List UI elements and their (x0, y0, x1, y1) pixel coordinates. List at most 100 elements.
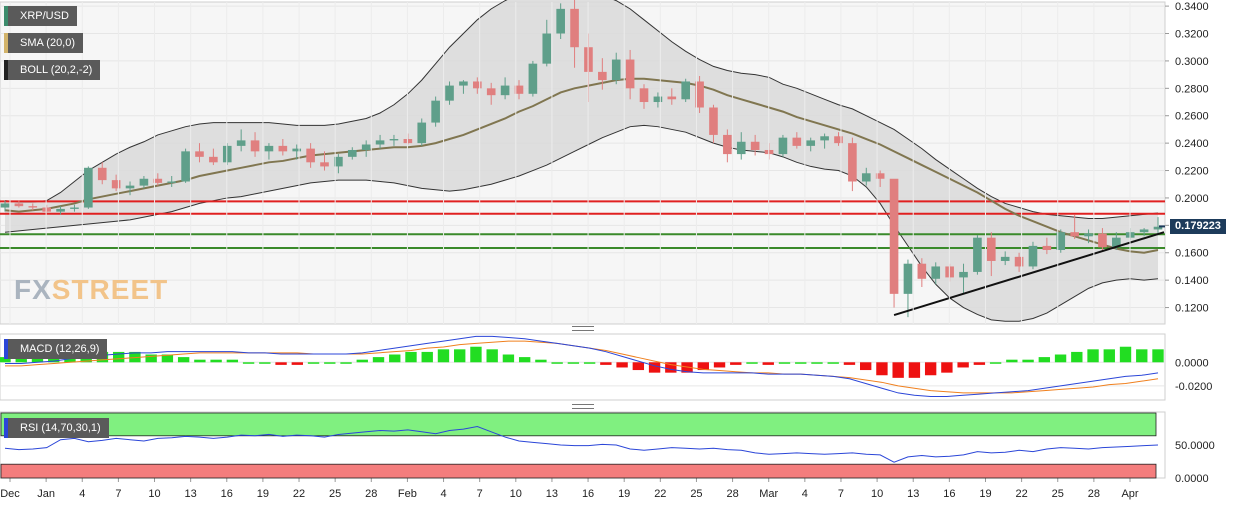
candle-body (42, 207, 51, 212)
macd-pane-resize-handle[interactable] (572, 326, 594, 331)
candle-body (570, 8, 579, 48)
x-tick-label: 28 (1088, 488, 1100, 500)
macd-label: MACD (12,26,9) (20, 343, 100, 355)
macd-histogram-bar (259, 362, 271, 364)
candle-body (334, 156, 343, 167)
candle-body (986, 237, 996, 261)
candle-body (667, 96, 677, 100)
candle-body (709, 107, 718, 135)
candle-body (195, 151, 204, 157)
candle-body (56, 208, 65, 212)
rsi-tag[interactable]: RSI (14,70,30,1) (4, 418, 109, 438)
candle-body (848, 143, 857, 182)
candle-body (1084, 233, 1093, 237)
candle-body (556, 8, 565, 34)
candle-body (389, 139, 399, 141)
candle-body (611, 59, 621, 81)
macd-histogram-bar (421, 351, 433, 363)
sma-tag[interactable]: SMA (20,0) (4, 33, 84, 53)
macd-histogram-bar (307, 362, 320, 364)
candle-body (528, 63, 538, 94)
watermark-street: STREET (51, 274, 169, 305)
candle-body (264, 145, 274, 152)
candle-body (834, 136, 843, 144)
candle-body (1042, 245, 1052, 251)
candle-body (820, 136, 829, 141)
candle-body (292, 148, 302, 152)
macd-histogram-bar (616, 362, 628, 368)
x-tick-label: 13 (546, 488, 558, 500)
macd-tag[interactable]: MACD (12,26,9) (4, 339, 108, 359)
candle-body (0, 203, 10, 208)
candle-body (167, 181, 177, 183)
x-tick-label: 13 (185, 488, 197, 500)
candle-body (500, 85, 510, 96)
macd-histogram-bar (226, 359, 239, 363)
rsi-pane-resize-handle[interactable] (572, 404, 594, 409)
candle-body (875, 173, 885, 179)
fxstreet-watermark: FXSTREET (14, 274, 168, 306)
price-tick-label: 0.3000 (1175, 56, 1209, 68)
x-tick-label: 16 (582, 488, 594, 500)
price-tick-label: 0.1400 (1175, 275, 1209, 287)
candle-body (139, 178, 149, 186)
boll-label: BOLL (20,2,-2) (20, 64, 93, 76)
macd-histogram-bar (795, 362, 807, 364)
candle-body (445, 85, 454, 101)
x-tick-label: Jan (37, 488, 55, 500)
x-tick-label: 22 (654, 488, 666, 500)
x-tick-label: 28 (365, 488, 377, 500)
macd-histogram-bar (778, 362, 791, 364)
macd-histogram-bar (648, 362, 661, 373)
candle-body (1000, 256, 1010, 261)
candle-body (736, 141, 746, 155)
candle-body (598, 71, 607, 81)
x-tick-label: Apr (1121, 488, 1138, 500)
candle-body (1139, 229, 1149, 233)
price-tick-label: 0.2200 (1175, 166, 1209, 178)
macd-histogram-bar (275, 362, 287, 365)
macd-histogram-bar (356, 359, 368, 363)
rsi-line (4, 426, 1159, 463)
boll-tag[interactable]: BOLL (20,2,-2) (4, 60, 101, 80)
candle-body (153, 178, 163, 183)
macd-histogram-bar (600, 362, 612, 365)
macd-histogram-bar (746, 362, 758, 364)
candle-body (320, 162, 329, 167)
macd-histogram-bar (730, 362, 742, 365)
candle-body (431, 100, 440, 123)
candle-body (70, 207, 79, 209)
macd-histogram-bar (1071, 351, 1083, 363)
macd-histogram-bar (1119, 346, 1132, 363)
rsi-label: RSI (14,70,30,1) (20, 422, 101, 434)
candle-body (306, 148, 315, 163)
x-tick-label: 25 (329, 488, 341, 500)
price-tick-label: 0.1200 (1175, 303, 1209, 315)
macd-histogram-bar (762, 362, 774, 365)
x-tick-label: 4 (440, 488, 446, 500)
x-tick-label: 7 (115, 488, 121, 500)
candle-body (361, 144, 371, 150)
rsi-oversold-zone (0, 463, 1157, 479)
macd-histogram-bar (811, 362, 823, 364)
macd-histogram-bar (194, 359, 206, 363)
candle-body (695, 81, 704, 108)
macd-histogram-bar (1022, 359, 1034, 363)
macd-histogram-bar (145, 354, 157, 363)
macd-histogram-bar (1006, 359, 1018, 363)
sma-line (4, 77, 1159, 254)
symbol-label: XRP/USD (20, 10, 69, 22)
macd-line (5, 335, 1159, 397)
candle-body (1014, 256, 1024, 267)
macd-histogram-bar (941, 362, 953, 373)
x-tick-label: 4 (79, 488, 85, 500)
macd-histogram-bar (177, 357, 190, 363)
macd-histogram-bar (973, 362, 986, 365)
price-tick-label: 0.2600 (1175, 111, 1209, 123)
rsi-tick-label: 50.0000 (1175, 440, 1215, 452)
candle-body (125, 185, 135, 189)
macd-histogram-bar (161, 354, 174, 363)
symbol-tag[interactable]: XRP/USD (4, 6, 77, 26)
macd-tick-label: 0.0000 (1175, 357, 1209, 369)
x-tick-label: 25 (690, 488, 702, 500)
